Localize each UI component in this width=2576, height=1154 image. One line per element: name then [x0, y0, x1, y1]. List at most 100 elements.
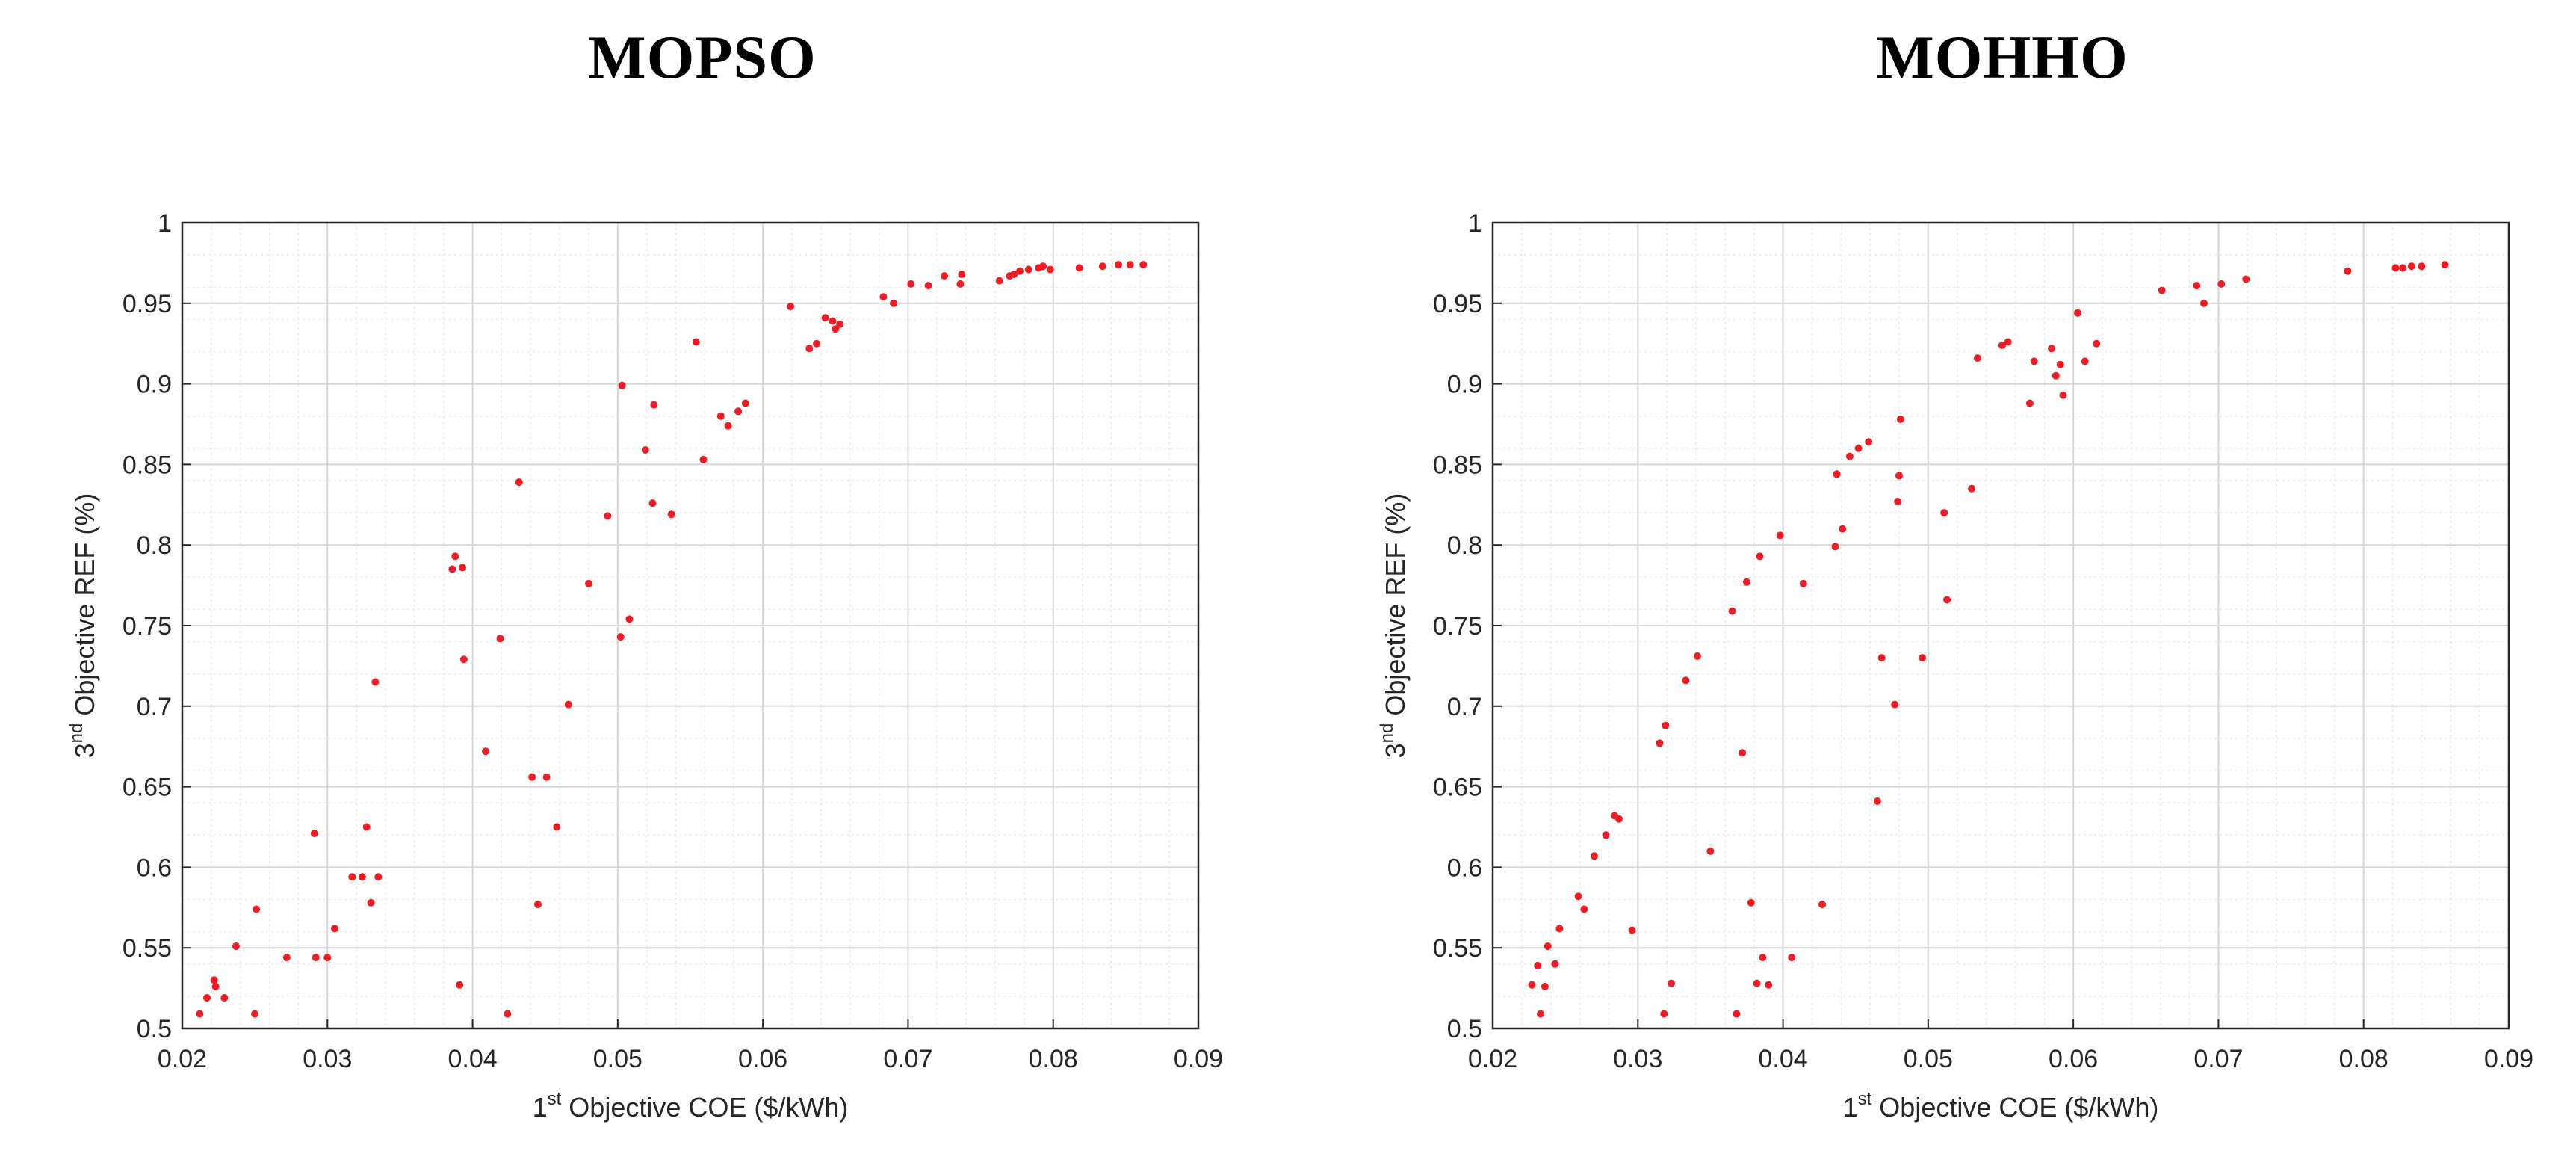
data-point: [1660, 1010, 1668, 1018]
data-point: [203, 994, 211, 1002]
data-point: [734, 407, 743, 416]
y-axis-label-rest: Objective REF (%): [1380, 493, 1411, 723]
y-tick-label: 0.95: [123, 290, 172, 318]
data-point: [1728, 607, 1736, 615]
y-axis-label-main: 3: [69, 743, 100, 758]
x-tick-label: 0.02: [158, 1045, 207, 1073]
y-axis-label-sup: nd: [66, 723, 87, 744]
data-point: [1839, 525, 1847, 533]
y-tick-label: 0.5: [1447, 1015, 1482, 1043]
data-point: [585, 579, 592, 587]
x-tick-label: 0.07: [2193, 1045, 2243, 1073]
data-point: [716, 412, 725, 420]
x-axis-label-main: 1: [1843, 1092, 1858, 1123]
data-point: [1865, 438, 1873, 446]
x-tick-label: 0.05: [593, 1045, 643, 1073]
data-point: [1873, 797, 1881, 805]
y-axis-label-rest: Objective REF (%): [69, 493, 100, 723]
data-point: [1753, 979, 1761, 987]
data-point: [787, 303, 795, 311]
data-point: [1551, 960, 1559, 968]
data-point: [367, 898, 375, 907]
data-point: [1759, 954, 1767, 962]
data-point: [1788, 954, 1796, 962]
data-point: [2093, 339, 2101, 348]
data-point: [528, 773, 536, 781]
y-axis-label: 3nd Objective REF (%): [1377, 493, 1411, 759]
data-point: [829, 317, 837, 325]
data-point: [1574, 892, 1582, 901]
y-tick-label: 0.55: [1433, 934, 1482, 963]
data-point: [371, 678, 380, 686]
data-point: [504, 1010, 512, 1018]
data-point: [2004, 338, 2012, 346]
x-tick-label: 0.02: [1468, 1045, 1517, 1073]
data-point: [1046, 265, 1054, 274]
y-tick-label: 0.85: [123, 451, 172, 479]
data-point: [211, 982, 220, 990]
data-point: [2081, 357, 2089, 365]
data-point: [958, 271, 966, 278]
y-tick-label: 0.65: [123, 774, 172, 802]
data-point: [941, 272, 948, 280]
data-point: [1682, 676, 1690, 685]
data-point: [253, 905, 261, 913]
data-point: [821, 314, 829, 322]
data-point: [1919, 654, 1927, 662]
data-point: [1733, 1010, 1741, 1018]
data-point: [496, 635, 504, 643]
data-point: [813, 339, 820, 348]
data-point: [456, 981, 464, 989]
data-point: [553, 823, 561, 831]
data-point: [2242, 275, 2250, 283]
data-point: [1747, 898, 1755, 907]
data-point: [1845, 452, 1854, 460]
data-point: [1743, 578, 1750, 586]
data-point: [2418, 262, 2426, 271]
data-point: [1544, 942, 1552, 950]
data-point: [836, 320, 844, 328]
y-tick-label: 0.6: [137, 854, 172, 882]
data-point: [2048, 345, 2055, 353]
x-axis-label-sup: st: [548, 1089, 562, 1109]
data-point: [907, 280, 915, 288]
y-tick-label: 0.7: [137, 693, 172, 721]
data-point: [2200, 299, 2208, 307]
x-axis-label-main: 1: [533, 1092, 548, 1123]
data-point: [2407, 262, 2415, 271]
x-tick-label: 0.07: [883, 1045, 932, 1073]
data-point: [1098, 262, 1106, 271]
x-tick-label: 0.09: [1174, 1045, 1223, 1073]
data-point: [879, 293, 888, 301]
data-point: [2441, 261, 2449, 269]
y-tick-label: 0.9: [137, 371, 172, 399]
x-tick-label: 0.08: [2339, 1045, 2388, 1073]
data-point: [1580, 905, 1588, 913]
data-point: [724, 422, 732, 430]
data-point: [1010, 271, 1018, 278]
data-point: [890, 299, 897, 307]
y-tick-label: 0.8: [1447, 531, 1482, 560]
data-point: [692, 338, 700, 346]
data-point: [2344, 267, 2352, 275]
x-tick-label: 0.06: [738, 1045, 787, 1073]
data-point: [648, 499, 657, 507]
data-point: [210, 976, 218, 984]
y-tick-label: 0.7: [1447, 693, 1482, 721]
plot-frame: [1491, 221, 2510, 1030]
y-tick-label: 0.9: [1447, 371, 1482, 399]
data-point: [2399, 264, 2407, 272]
data-point: [924, 282, 932, 290]
data-point: [2193, 282, 2201, 290]
data-point: [1668, 979, 1675, 987]
x-tick-label: 0.04: [448, 1045, 497, 1073]
y-tick-label: 0.8: [137, 531, 172, 560]
data-point: [1656, 739, 1664, 747]
data-point: [2059, 391, 2067, 399]
data-point: [604, 512, 612, 520]
data-point: [1940, 509, 1948, 517]
data-point: [1739, 749, 1747, 757]
data-point: [1016, 267, 1024, 275]
y-axis-label: 3nd Objective REF (%): [66, 493, 100, 759]
x-tick-label: 0.03: [303, 1045, 352, 1073]
